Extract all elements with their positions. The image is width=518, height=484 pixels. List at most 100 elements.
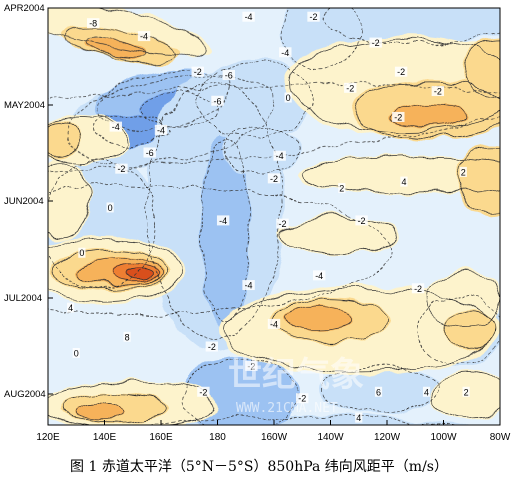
- anomaly-region: [280, 215, 400, 255]
- contour-label-bg: [355, 412, 363, 423]
- contour-line: [431, 371, 500, 419]
- contour-line: [141, 93, 219, 127]
- contour-label: -6: [213, 96, 221, 106]
- contour-line: [284, 306, 352, 330]
- contour-label-bg: [106, 202, 114, 213]
- contour-label-bg: [267, 173, 281, 184]
- contour-label: 2: [461, 167, 466, 177]
- contour-labels: -8 -4 -4 -2 -4 -2 -2 -6 -2 -2 -2 -6 0 -2 -4 -6 -4 -2 -4 -2 2…: [67, 11, 470, 449]
- y-tick-label: JUL2004: [4, 293, 42, 304]
- contour-label-bg: [394, 66, 408, 77]
- contour-label-bg: [313, 270, 326, 281]
- contour-label-bg: [222, 69, 235, 80]
- contour-line: [289, 38, 500, 132]
- anomaly-region: [75, 404, 125, 420]
- contour-line: [91, 114, 169, 146]
- contour-label: -2: [208, 342, 216, 352]
- contour-label: 4: [68, 303, 73, 313]
- contour-label-bg: [307, 11, 320, 22]
- contour-label: -2: [414, 284, 422, 294]
- contour-label: -4: [157, 125, 165, 135]
- contour-line: [65, 74, 275, 166]
- contour-line: [86, 38, 144, 58]
- y-tick-label: JUN2004: [4, 196, 44, 207]
- contour-label-bg: [115, 163, 128, 174]
- contour-label: -2: [194, 67, 202, 77]
- contour-label-bg: [338, 183, 346, 194]
- anomaly-region: [200, 130, 250, 330]
- contour-label-bg: [355, 215, 368, 226]
- x-tick-label: 140W: [317, 432, 344, 443]
- x-tick-label: 160E: [149, 432, 173, 443]
- contour-label: 0: [79, 248, 84, 258]
- contour-label-bg: [123, 331, 131, 342]
- contour-label-bg: [109, 121, 122, 132]
- x-tick-label: 80W: [490, 432, 511, 443]
- anomaly-region: [300, 155, 500, 195]
- anomaly-region: [195, 60, 315, 140]
- contour-label: -4: [315, 271, 323, 281]
- contour-line: [282, 216, 398, 254]
- contour-label-bg: [154, 124, 168, 135]
- contour-label: -2: [363, 439, 371, 449]
- anomaly-region: [430, 370, 500, 420]
- contour-label: 8: [125, 332, 130, 342]
- contour-label: -4: [276, 151, 284, 161]
- contour-label-bg: [67, 302, 75, 313]
- contour-line: [461, 42, 500, 98]
- contour-line: [48, 121, 80, 159]
- figure-caption: 图 1 赤道太平洋（5°N－5°S）850hPa 纬向风距平（m/s）: [70, 459, 448, 475]
- contour-label: -2: [117, 164, 125, 174]
- contour-label-bg: [87, 18, 100, 29]
- contour-line: [147, 80, 283, 340]
- x-tick-label: 100W: [430, 432, 457, 443]
- x-axis: 120E 140E 160E 180 160W 140W 120W 100W 80W: [36, 420, 511, 443]
- contour-label: 0: [108, 203, 113, 213]
- contour-label-bg: [422, 386, 431, 397]
- contour-label: 4: [401, 177, 406, 187]
- contour-label: -4: [219, 216, 227, 226]
- contour-label-bg: [137, 31, 151, 42]
- contour-label-bg: [344, 82, 357, 93]
- contour-label-bg: [361, 439, 373, 449]
- contour-label: 2: [464, 387, 469, 397]
- contour-line: [48, 8, 209, 56]
- contour-label: 0: [74, 348, 79, 358]
- contour-label-bg: [72, 347, 80, 358]
- contour-label-bg: [197, 386, 210, 397]
- contour-label: -2: [394, 112, 402, 122]
- x-tick-label: 160W: [261, 432, 288, 443]
- watermark-url: WWW.21CMA.NET: [236, 401, 338, 416]
- y-axis: APR2004 MAY2004 JUN2004 JUL2004 AUG2004: [4, 3, 53, 400]
- contour-label-bg: [267, 318, 281, 329]
- contour-label-bg: [205, 341, 219, 352]
- contour-line: [352, 82, 500, 138]
- contour-line: [76, 257, 164, 287]
- contour-line: [323, 8, 500, 44]
- anomaly-region: [283, 306, 353, 330]
- contour-line: [221, 126, 299, 174]
- contour-label: -2: [346, 83, 354, 93]
- contour-label: -2: [397, 67, 405, 77]
- contour-label: -4: [112, 122, 120, 132]
- contour-line: [225, 288, 495, 372]
- contour-label: -2: [199, 387, 207, 397]
- contour-line: [98, 70, 232, 130]
- contour-label-bg: [284, 92, 292, 103]
- contour-label: -4: [140, 32, 148, 42]
- contour-label: -2: [372, 38, 380, 48]
- plot-area: -8 -4 -4 -2 -4 -2 -2 -6 -2 -2 -2 -6 0 -2 -4 -6 -4 -2 -4 -2 2…: [48, 8, 500, 449]
- contour-line: [48, 160, 158, 290]
- contour-line: [304, 156, 500, 194]
- contour-label-bg: [459, 166, 467, 177]
- contour-label: -4: [270, 319, 278, 329]
- contour-line: [110, 264, 160, 282]
- contour-line: [126, 269, 154, 279]
- contour-line: [197, 62, 313, 138]
- contour-line: [48, 162, 90, 238]
- contour-label: -2: [310, 12, 318, 22]
- contour-line: [62, 27, 178, 63]
- anomaly-region: [320, 8, 500, 45]
- y-tick-label: APR2004: [4, 3, 45, 14]
- anomaly-region: [220, 125, 300, 175]
